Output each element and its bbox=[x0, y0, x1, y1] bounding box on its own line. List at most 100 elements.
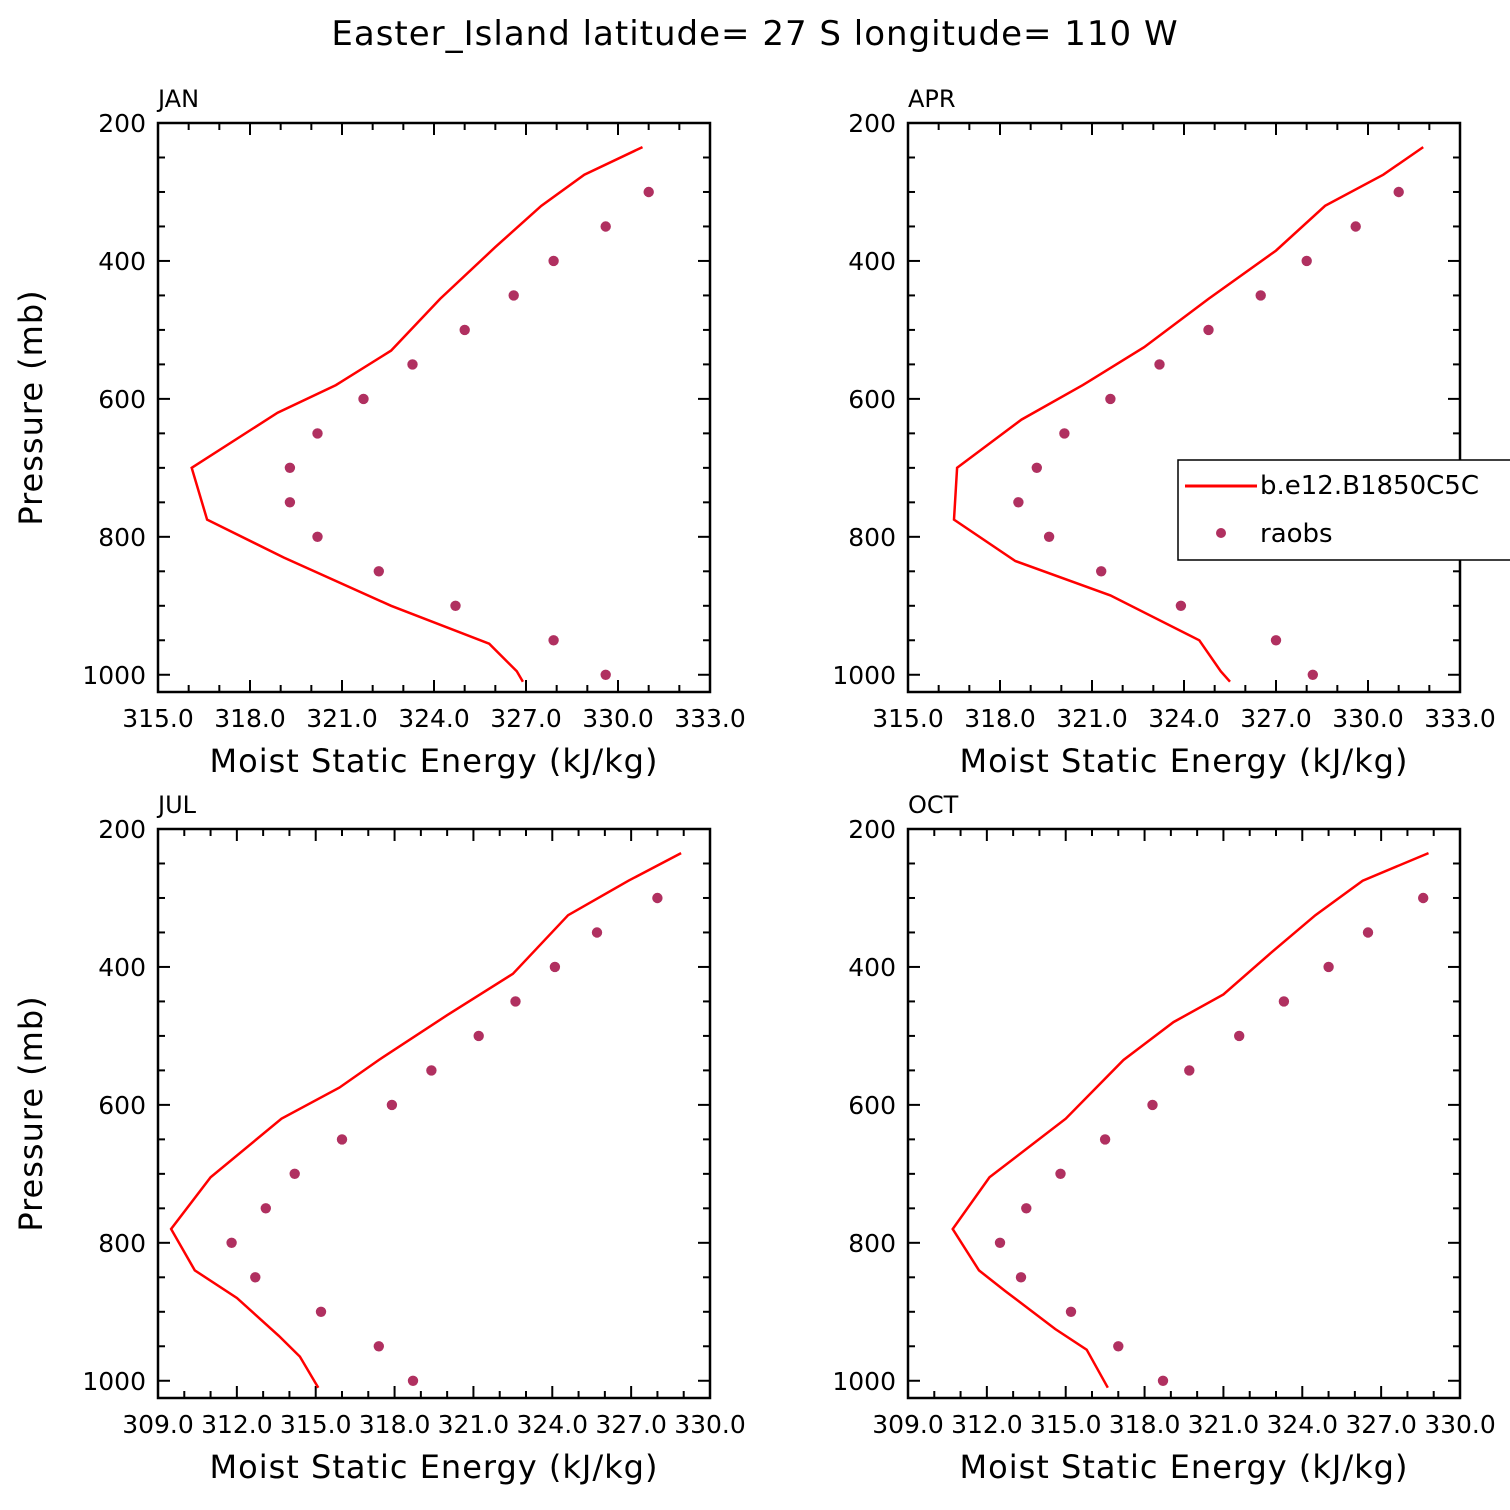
obs-point bbox=[1175, 600, 1187, 611]
y-tick-label: 800 bbox=[848, 523, 896, 552]
obs-point bbox=[1015, 1272, 1027, 1283]
y-axis-label: Pressure (mb) bbox=[12, 995, 50, 1231]
obs-point bbox=[289, 1168, 300, 1180]
y-tick-label: 800 bbox=[98, 523, 146, 552]
y-tick-label: 400 bbox=[848, 247, 896, 276]
plot-frame bbox=[906, 827, 1462, 1400]
x-tick-label: 318.0 bbox=[1109, 1410, 1181, 1439]
legend-marker-icon bbox=[1216, 528, 1226, 538]
obs-point bbox=[1234, 1030, 1245, 1042]
obs-point bbox=[1418, 892, 1429, 904]
x-tick-label: 327.0 bbox=[490, 704, 562, 733]
obs-point bbox=[1096, 566, 1107, 577]
plot-frame bbox=[156, 827, 712, 1400]
obs-point bbox=[315, 1306, 327, 1318]
obs-point bbox=[358, 393, 369, 405]
obs-point bbox=[407, 1375, 419, 1387]
obs-point bbox=[473, 1030, 484, 1042]
y-tick-label: 800 bbox=[848, 1229, 896, 1258]
obs-point bbox=[549, 961, 561, 973]
obs-point bbox=[1105, 393, 1116, 405]
x-tick-label: 321.0 bbox=[438, 1410, 510, 1439]
obs-point bbox=[591, 927, 603, 938]
obs-point bbox=[1307, 669, 1319, 680]
y-tick-label: 1000 bbox=[82, 1367, 146, 1396]
obs-point bbox=[1154, 359, 1165, 370]
x-tick-label: 309.0 bbox=[872, 1410, 944, 1439]
legend: b.e12.B1850C5C raobs bbox=[1177, 459, 1510, 561]
legend-label-obs: raobs bbox=[1260, 519, 1333, 549]
obs-point bbox=[1059, 428, 1070, 439]
obs-point bbox=[450, 600, 461, 611]
obs-point bbox=[373, 1341, 384, 1352]
x-tick-label: 318.0 bbox=[964, 704, 1036, 733]
obs-point bbox=[407, 359, 418, 370]
x-tick-label: 324.0 bbox=[1148, 704, 1220, 733]
obs-point bbox=[1301, 255, 1312, 267]
y-tick-label: 200 bbox=[98, 815, 146, 844]
obs-point bbox=[250, 1272, 261, 1283]
y-tick-label: 200 bbox=[848, 815, 896, 844]
obs-point bbox=[994, 1237, 1006, 1249]
obs-point bbox=[1043, 531, 1055, 542]
x-axis-label: Moist Static Energy (kJ/kg) bbox=[210, 742, 659, 780]
obs-point bbox=[1157, 1375, 1169, 1387]
legend-label-model: b.e12.B1850C5C bbox=[1260, 471, 1479, 501]
obs-point bbox=[284, 497, 296, 508]
y-tick-label: 200 bbox=[98, 109, 146, 138]
obs-point bbox=[284, 462, 296, 473]
obs-point bbox=[1031, 462, 1043, 473]
obs-point bbox=[548, 635, 559, 646]
obs-point bbox=[1278, 996, 1290, 1007]
y-axis-label: Pressure (mb) bbox=[12, 289, 50, 525]
y-tick-label: 1000 bbox=[832, 661, 896, 690]
panel-label: APR bbox=[908, 85, 956, 113]
x-tick-label: 324.0 bbox=[516, 1410, 588, 1439]
obs-point bbox=[226, 1237, 237, 1249]
x-tick-label: 330.0 bbox=[1424, 1410, 1496, 1439]
obs-point bbox=[548, 255, 559, 267]
model-series-line bbox=[190, 145, 644, 683]
obs-point bbox=[508, 290, 519, 301]
obs-point bbox=[1065, 1306, 1077, 1318]
obs-point bbox=[459, 324, 470, 336]
legend-box bbox=[1177, 459, 1510, 561]
obs-point bbox=[1113, 1341, 1124, 1352]
model-series-line bbox=[952, 146, 1424, 683]
y-tick-label: 200 bbox=[848, 109, 896, 138]
panel-label: OCT bbox=[908, 791, 959, 819]
x-tick-label: 318.0 bbox=[214, 704, 286, 733]
x-axis-label: Moist Static Energy (kJ/kg) bbox=[960, 1448, 1409, 1486]
x-tick-label: 321.0 bbox=[1056, 704, 1128, 733]
x-tick-label: 330.0 bbox=[674, 1410, 746, 1439]
obs-point bbox=[643, 186, 654, 198]
x-tick-label: 327.0 bbox=[1240, 704, 1312, 733]
obs-point bbox=[652, 892, 663, 904]
x-tick-label: 327.0 bbox=[595, 1410, 667, 1439]
obs-point bbox=[1184, 1065, 1195, 1076]
y-tick-label: 800 bbox=[98, 1229, 146, 1258]
x-tick-label: 333.0 bbox=[1424, 704, 1496, 733]
obs-point bbox=[1350, 221, 1361, 232]
x-tick-label: 333.0 bbox=[674, 704, 746, 733]
panel-jan: JAN 315.0 318.0 321.0 324.0 327.0 330.0 333.0 20… bbox=[12, 85, 746, 780]
plot-frame bbox=[156, 121, 712, 694]
obs-point bbox=[1203, 324, 1214, 336]
obs-point bbox=[1323, 961, 1334, 973]
obs-point bbox=[386, 1099, 398, 1111]
panel-oct: OCT 309.0 312.0 315.0 318.0 321.0 324.0 327.0 33… bbox=[832, 791, 1495, 1486]
obs-point bbox=[1055, 1168, 1066, 1180]
x-tick-label: 318.0 bbox=[359, 1410, 431, 1439]
y-tick-label: 400 bbox=[98, 953, 146, 982]
obs-point bbox=[1393, 186, 1404, 198]
x-tick-label: 321.0 bbox=[1188, 1410, 1260, 1439]
x-tick-label: 309.0 bbox=[122, 1410, 194, 1439]
obs-point bbox=[1255, 290, 1266, 301]
x-axis-label: Moist Static Energy (kJ/kg) bbox=[960, 742, 1409, 780]
obs-point bbox=[1270, 635, 1282, 646]
x-tick-label: 312.0 bbox=[951, 1410, 1023, 1439]
obs-point bbox=[600, 221, 611, 232]
y-tick-label: 600 bbox=[848, 385, 896, 414]
y-tick-label: 400 bbox=[848, 953, 896, 982]
